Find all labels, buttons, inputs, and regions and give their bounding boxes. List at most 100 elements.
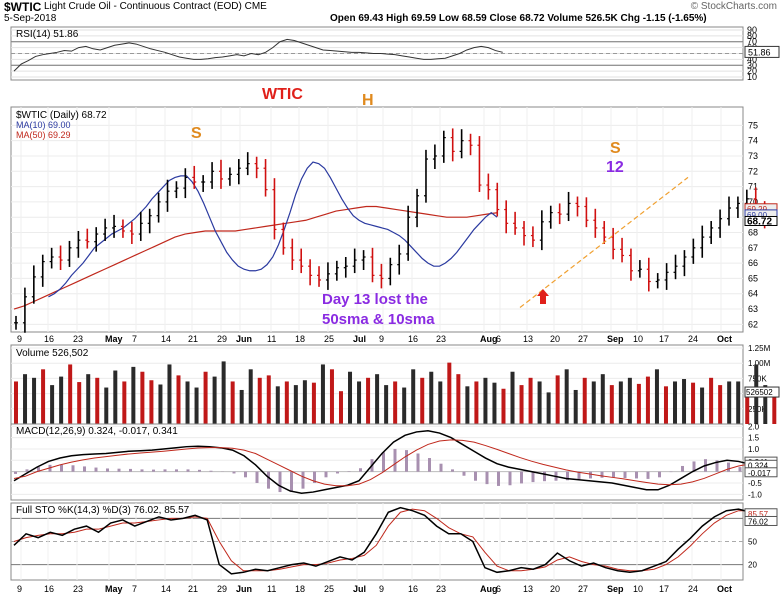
symbol-title: $WTIC [4, 0, 42, 14]
x-axis-label: 20 [550, 334, 560, 344]
macd-histogram-bar [543, 471, 546, 482]
volume-bar [266, 375, 271, 424]
volume-bar [609, 385, 614, 424]
x-axis-label-bottom: 13 [523, 584, 533, 594]
macd-histogram-bar [94, 467, 98, 472]
macd-histogram-bar [129, 468, 132, 472]
macd-histogram-bar [405, 450, 408, 472]
x-axis-label: Sep [607, 334, 624, 344]
x-axis-label: 24 [688, 334, 698, 344]
rsi-tick-label: 70 [747, 37, 757, 47]
x-axis-label-bottom: 14 [161, 584, 171, 594]
volume-bar [293, 385, 298, 424]
ma10-legend: MA(10) 69.00 [16, 120, 71, 130]
x-axis-label-bottom: 9 [379, 584, 384, 594]
volume-bar [691, 382, 696, 424]
x-axis-label-bottom: 10 [633, 584, 643, 594]
volume-bar [203, 371, 208, 424]
macd-histogram-bar [738, 467, 742, 472]
macd-tick-label: 1.0 [748, 445, 760, 454]
stochastic-tick-label: 20 [748, 561, 757, 570]
volume-bar [709, 377, 714, 424]
rsi-tick-label: 20 [747, 66, 757, 76]
chart-annotation: S [191, 125, 202, 142]
macd-last-label: 0.324 [748, 461, 769, 470]
price-tick-label: 62 [748, 319, 758, 329]
source-label: © StockCharts.com [690, 1, 777, 12]
rsi-tick-label: 10 [747, 72, 757, 82]
volume-bar [167, 364, 172, 424]
volume-bar [555, 375, 560, 424]
volume-bar [700, 387, 705, 424]
volume-bar [438, 381, 443, 424]
volume-bar [131, 366, 136, 424]
volume-bar [420, 377, 425, 424]
macd-histogram-bar [232, 471, 236, 474]
volume-bar [600, 374, 605, 424]
macd-histogram-bar [175, 469, 178, 472]
volume-bar [474, 381, 479, 424]
x-axis-label-bottom: May [105, 584, 123, 594]
macd-histogram-bar [336, 471, 339, 474]
volume-bar [23, 374, 28, 424]
volume-bar [663, 386, 668, 424]
x-axis-label-bottom: Sep [607, 584, 624, 594]
price-tick-label: 70 [748, 197, 758, 207]
rsi-last-value: 51.86 [748, 47, 771, 57]
macd-histogram-bar [715, 460, 719, 472]
x-axis-label-bottom: 27 [578, 584, 588, 594]
x-axis-label: 14 [161, 334, 171, 344]
chart-annotation: 12 [606, 159, 624, 176]
volume-bar [239, 389, 244, 424]
macd-last-label: -0.017 [748, 469, 771, 478]
stochastic-tick-label: 50 [748, 538, 757, 547]
stochastic-last-label: 76.02 [748, 517, 769, 526]
volume-bar [654, 369, 659, 424]
macd-histogram-bar [163, 469, 167, 472]
volume-bar [627, 377, 632, 424]
volume-bar [248, 369, 253, 424]
macd-histogram-bar [301, 471, 305, 489]
volume-bar [176, 375, 181, 424]
price-last-box [744, 215, 778, 226]
x-axis-label-bottom: 17 [659, 584, 669, 594]
macd-histogram-bar [117, 468, 121, 472]
x-axis-label: 9 [17, 334, 22, 344]
volume-bar [41, 369, 46, 424]
rsi-tick-label: 40 [747, 54, 757, 64]
stochastic-k-line [13, 506, 764, 575]
x-axis-label: 21 [188, 334, 198, 344]
x-axis-label-bottom: Jun [236, 584, 252, 594]
macd-histogram-bar [209, 470, 213, 472]
x-axis-label: Aug [480, 334, 498, 344]
volume-bar [158, 384, 163, 424]
rsi-tick-label: 90 [747, 25, 757, 35]
x-axis-label-bottom: 25 [324, 584, 334, 594]
macd-histogram-bar [382, 452, 385, 472]
macd-histogram-bar [152, 469, 155, 472]
volume-tick-label: 1.25M [748, 344, 771, 353]
volume-bar [510, 371, 515, 424]
macd-histogram-bar [727, 462, 730, 472]
macd-histogram-bar [324, 471, 328, 478]
macd-tick-label: -0.5 [748, 479, 762, 488]
x-axis-label-bottom: 29 [217, 584, 227, 594]
volume-bar [618, 381, 623, 424]
volume-bar [745, 389, 750, 424]
x-axis-label: 18 [295, 334, 305, 344]
x-axis-label: 10 [633, 334, 643, 344]
macd-histogram-bar [106, 468, 109, 472]
volume-bar [357, 381, 362, 424]
volume-bar [736, 381, 741, 424]
macd-histogram-bar [416, 453, 420, 472]
volume-bar [546, 392, 551, 424]
macd-histogram-bar [267, 471, 270, 489]
macd-histogram-bar [83, 466, 86, 472]
macd-histogram-bar [531, 471, 535, 483]
x-axis-label: 7 [132, 334, 137, 344]
macd-histogram-bar [692, 461, 696, 472]
x-axis-label-bottom: 23 [73, 584, 83, 594]
x-axis-label: 16 [44, 334, 54, 344]
x-axis-label: 6 [496, 334, 501, 344]
volume-tick-label: 1.00M [748, 359, 771, 368]
